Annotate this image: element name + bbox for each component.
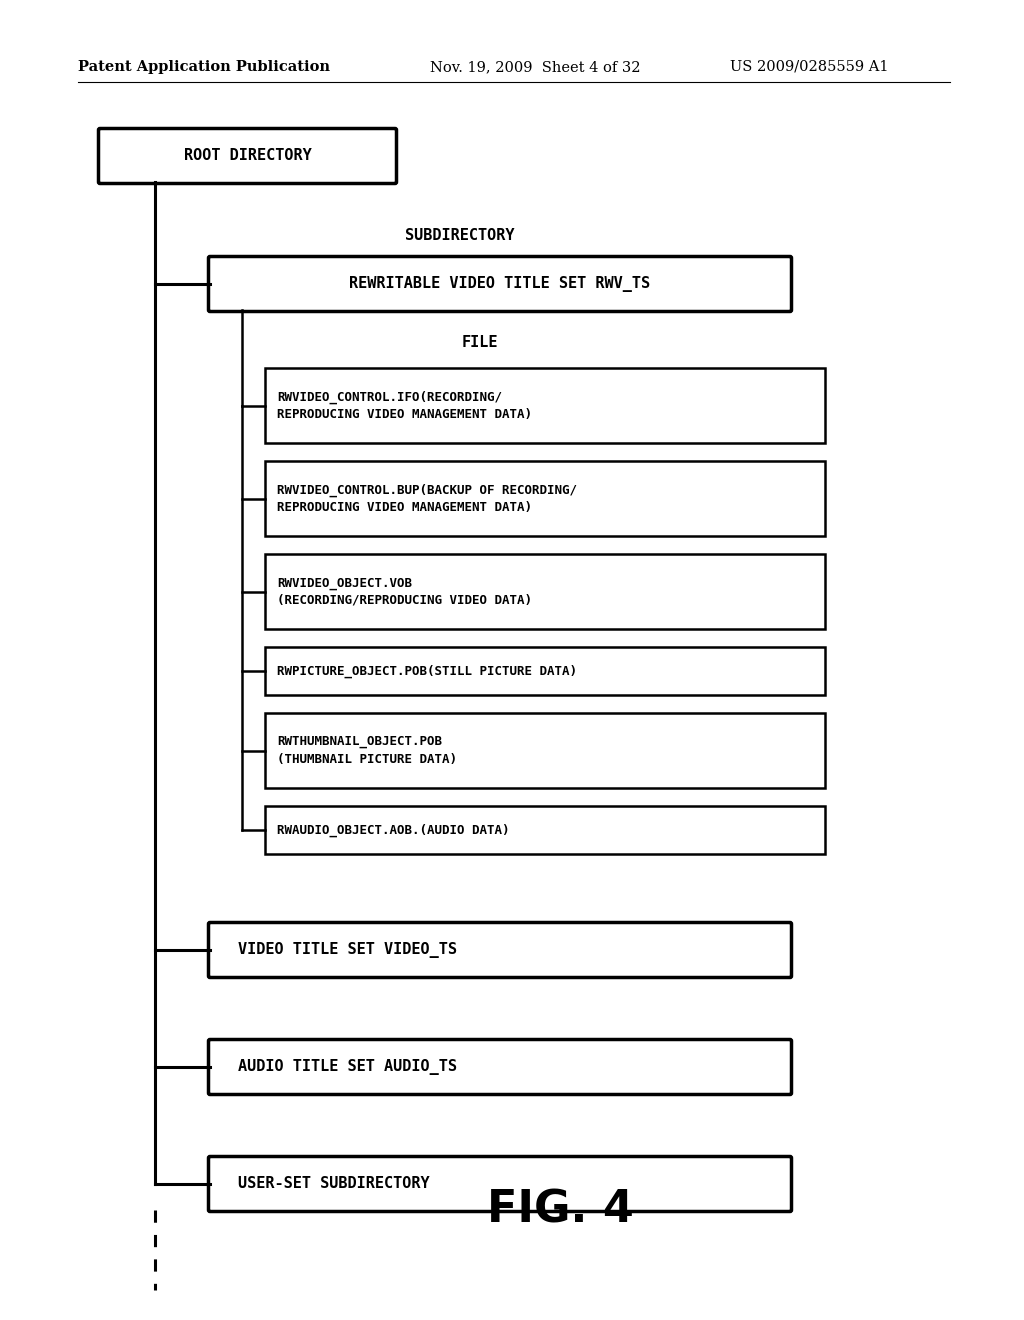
FancyBboxPatch shape [209,1040,792,1094]
Bar [265,713,825,788]
Text: ROOT DIRECTORY: ROOT DIRECTORY [183,149,311,164]
Text: RWVIDEO_CONTROL.IFO(RECORDING/
REPRODUCING VIDEO MANAGEMENT DATA): RWVIDEO_CONTROL.IFO(RECORDING/ REPRODUCI… [278,391,532,421]
FancyBboxPatch shape [209,1156,792,1212]
Text: Patent Application Publication: Patent Application Publication [78,59,330,74]
Text: RWPICTURE_OBJECT.POB(STILL PICTURE DATA): RWPICTURE_OBJECT.POB(STILL PICTURE DATA) [278,664,577,677]
Text: SUBDIRECTORY: SUBDIRECTORY [406,228,515,243]
Bar [265,368,825,444]
Text: RWAUDIO_OBJECT.AOB.(AUDIO DATA): RWAUDIO_OBJECT.AOB.(AUDIO DATA) [278,824,510,837]
Text: RWVIDEO_OBJECT.VOB
(RECORDING/REPRODUCING VIDEO DATA): RWVIDEO_OBJECT.VOB (RECORDING/REPRODUCIN… [278,577,532,606]
Text: FILE: FILE [462,335,499,350]
Text: REWRITABLE VIDEO TITLE SET RWV_TS: REWRITABLE VIDEO TITLE SET RWV_TS [349,276,650,292]
Text: AUDIO TITLE SET AUDIO_TS: AUDIO TITLE SET AUDIO_TS [238,1059,457,1074]
Bar [265,554,825,630]
Text: FIG. 4: FIG. 4 [486,1188,634,1232]
Text: RWVIDEO_CONTROL.BUP(BACKUP OF RECORDING/
REPRODUCING VIDEO MANAGEMENT DATA): RWVIDEO_CONTROL.BUP(BACKUP OF RECORDING/… [278,483,577,513]
Bar [265,807,825,854]
FancyBboxPatch shape [98,128,396,183]
Text: VIDEO TITLE SET VIDEO_TS: VIDEO TITLE SET VIDEO_TS [238,942,457,958]
Text: USER-SET SUBDIRECTORY: USER-SET SUBDIRECTORY [238,1176,430,1192]
Text: US 2009/0285559 A1: US 2009/0285559 A1 [730,59,889,74]
Text: Nov. 19, 2009  Sheet 4 of 32: Nov. 19, 2009 Sheet 4 of 32 [430,59,640,74]
Bar [265,461,825,536]
FancyBboxPatch shape [209,923,792,978]
FancyBboxPatch shape [209,256,792,312]
Text: RWTHUMBNAIL_OBJECT.POB
(THUMBNAIL PICTURE DATA): RWTHUMBNAIL_OBJECT.POB (THUMBNAIL PICTUR… [278,735,457,766]
Bar [265,647,825,696]
